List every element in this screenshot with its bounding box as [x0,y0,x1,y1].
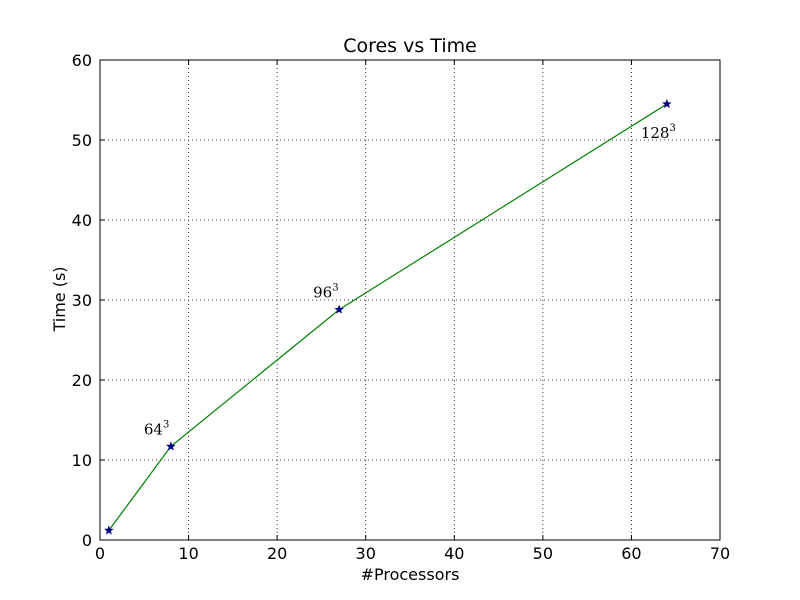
x-tick-label: 70 [710,544,730,563]
data-point-marker [334,304,344,314]
data-point-marker [104,525,114,535]
y-tick-label: 10 [72,451,92,470]
x-axis-title: #Processors [361,565,460,584]
y-tick-label: 50 [72,131,92,150]
chart-title: Cores vs Time [343,35,477,57]
y-tick-label: 30 [72,291,92,310]
x-tick-label: 50 [533,544,553,563]
series-line [108,103,668,531]
x-axis: 0 10 20 30 40 50 60 70 [95,60,730,563]
x-tick-label: 10 [178,544,198,563]
y-axis-title: Time (s) [50,266,69,332]
point-annotation: 1283 [641,123,676,142]
y-tick-label: 20 [72,371,92,390]
x-tick-label: 20 [267,544,287,563]
y-tick-label: 60 [72,51,92,70]
x-tick-label: 60 [621,544,641,563]
annotation-layer: 643 963 1283 [144,123,676,438]
marker-layer [104,98,672,535]
series-layer [108,103,668,531]
x-tick-label: 0 [95,544,105,563]
grid [100,60,720,540]
point-annotation: 643 [144,419,169,438]
x-tick-label: 40 [444,544,464,563]
y-axis: 0 10 20 30 40 50 60 [72,51,720,550]
data-point-marker [166,441,176,451]
point-annotation: 963 [313,283,338,302]
y-tick-label: 0 [82,531,92,550]
data-point-marker [662,98,672,109]
x-tick-label: 30 [356,544,376,563]
y-tick-label: 40 [72,211,92,230]
